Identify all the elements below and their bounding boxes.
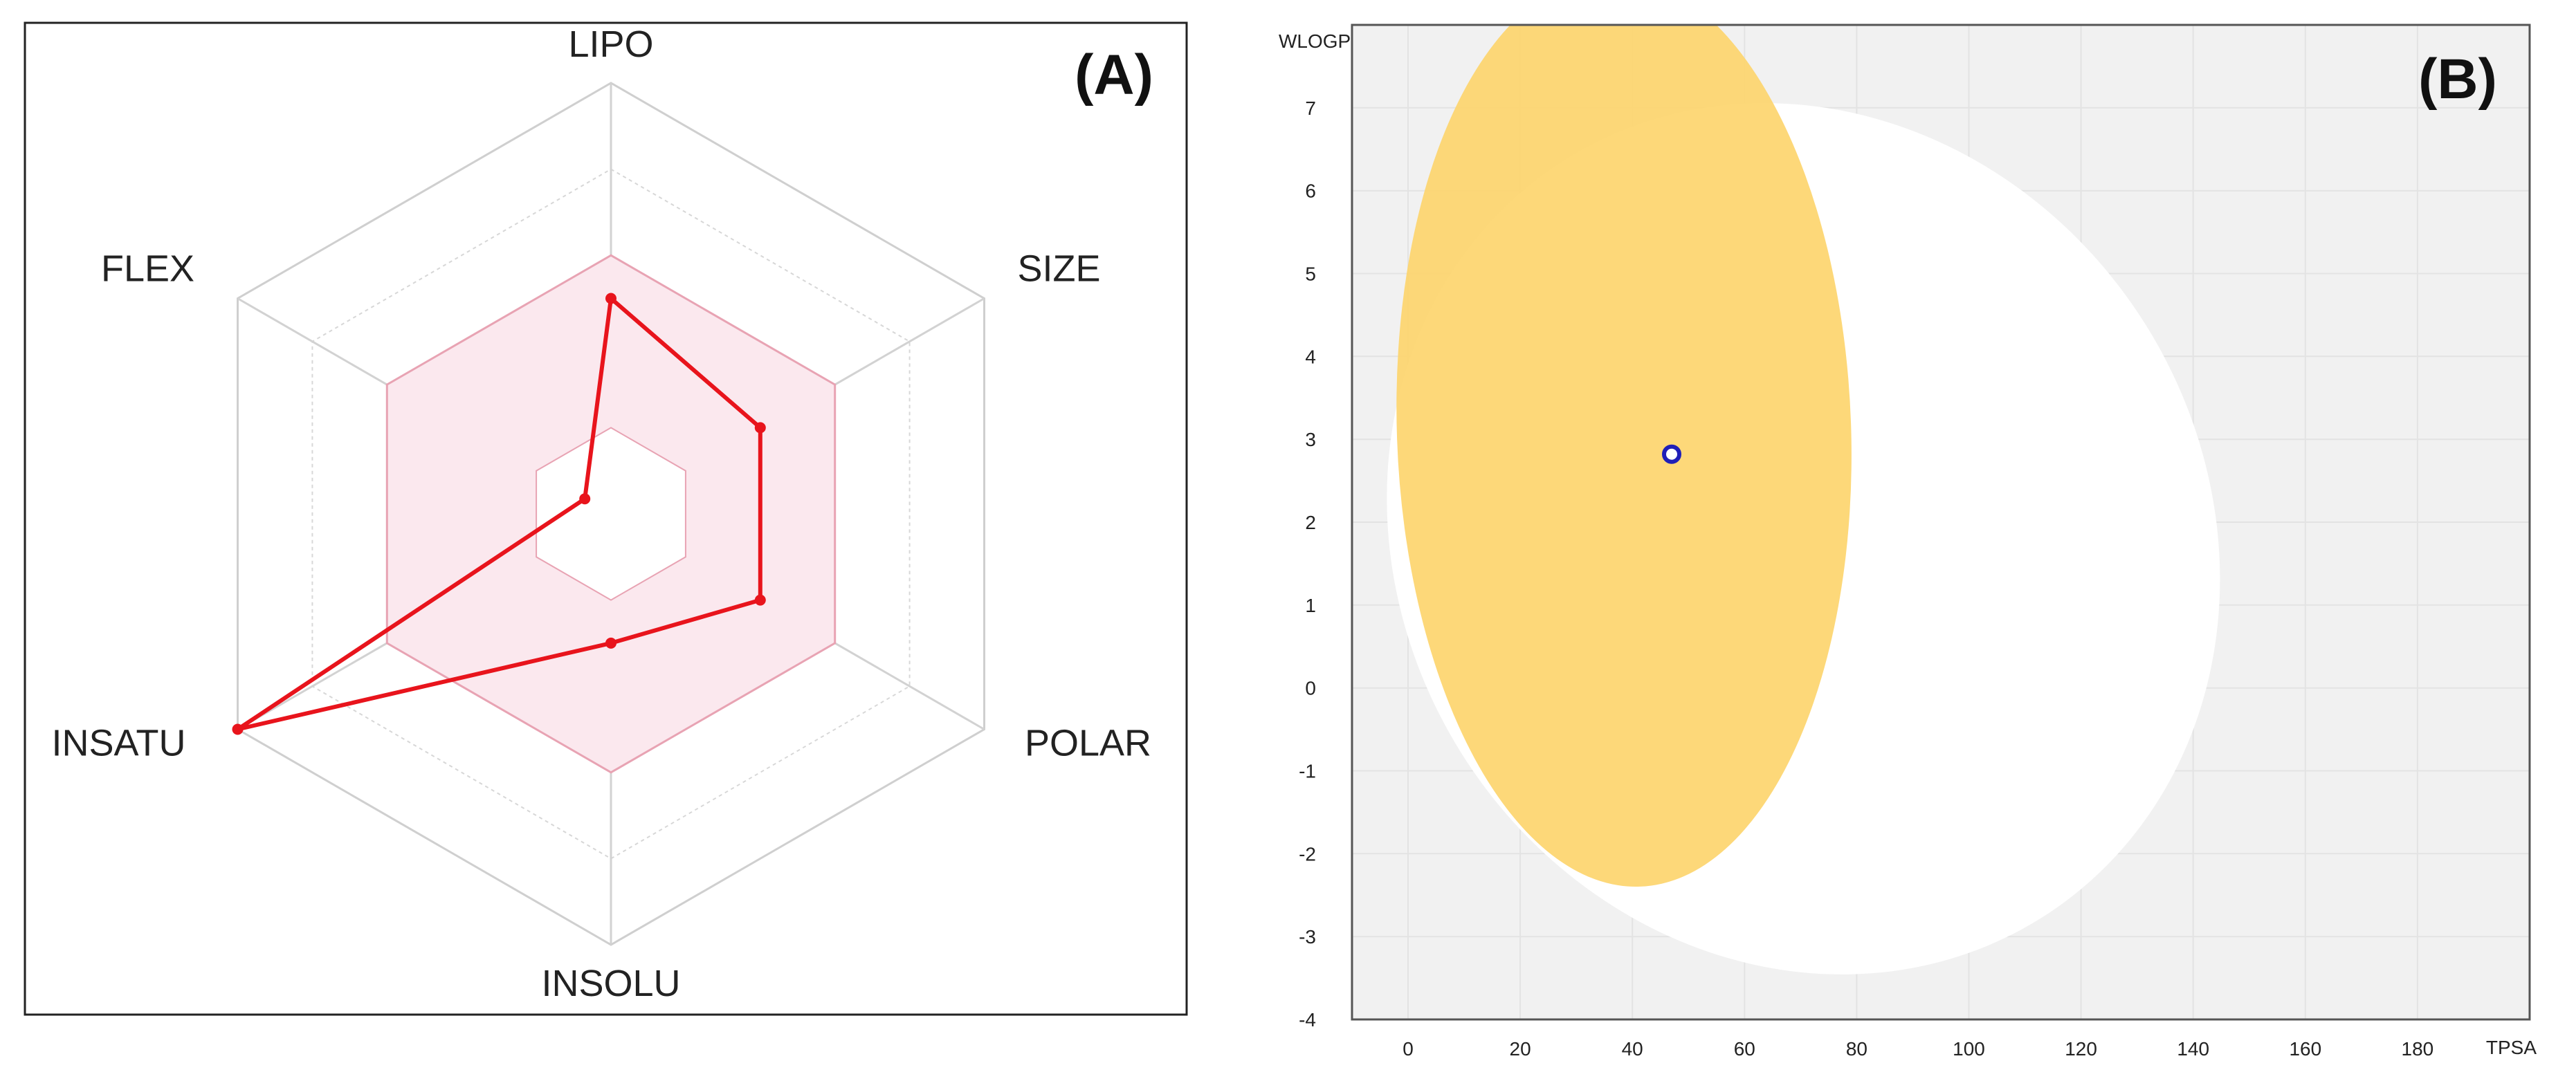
x-tick-label: 100 (1953, 1038, 1985, 1060)
x-tick-label: 80 (1846, 1038, 1867, 1060)
radar-point-insolu (605, 637, 616, 649)
molecule-point (1662, 444, 1681, 464)
x-axis-label: TPSA (2486, 1037, 2537, 1058)
axis-label-insolu: INSOLU (541, 963, 680, 1004)
y-tick-label: 3 (1305, 429, 1316, 450)
y-tick-label: 1 (1305, 595, 1316, 616)
axis-label-flex: FLEX (101, 248, 194, 290)
y-tick-label: 7 (1305, 98, 1316, 119)
scatter-points (1662, 444, 1681, 464)
y-tick-label: 4 (1305, 346, 1316, 367)
optimal-range-band (385, 254, 837, 774)
radar-point-insatu (232, 723, 244, 735)
y-tick-label: 6 (1305, 181, 1316, 202)
radar-point-lipo (605, 293, 616, 304)
y-tick-label: -4 (1299, 1009, 1316, 1031)
plot-frame (1351, 24, 2531, 1021)
radar-point-polar (754, 594, 766, 606)
y-tick-label: 2 (1305, 512, 1316, 533)
x-tick-label: 180 (2402, 1038, 2434, 1060)
x-tick-label: 0 (1403, 1038, 1414, 1060)
x-tick-label: 140 (2177, 1038, 2209, 1060)
optimal-range-fill (387, 255, 835, 773)
x-tick-label: 60 (1734, 1038, 1755, 1060)
radar-series (232, 293, 766, 735)
radar-panel: LIPO SIZE POLAR INSOLU INSATU FLEX (A) (24, 21, 1188, 1016)
radar-point-flex (579, 493, 591, 505)
radar-point-size (754, 422, 766, 434)
x-tick-label: 160 (2289, 1038, 2321, 1060)
scatter-panel: 0 20 40 60 80 100 120 140 160 180 -4 -3 -2 -1 0 1 2 3 4 5 6 7… (1279, 24, 2537, 1060)
y-tick-label: -3 (1299, 926, 1316, 948)
y-axis-label: WLOGP (1279, 30, 1351, 52)
yolk-ellipse (1396, 25, 1852, 887)
axis-label-lipo: LIPO (568, 24, 653, 65)
y-tick-label: -1 (1299, 761, 1316, 782)
axis-label-insatu: INSATU (51, 723, 185, 764)
scatter-regions (1387, 25, 2220, 974)
optimal-range-outer (385, 254, 837, 774)
y-tick-label: 5 (1305, 264, 1316, 285)
x-tick-label: 40 (1622, 1038, 1643, 1060)
panel-label-a: (A) (1075, 44, 1153, 107)
x-tick-label: 20 (1510, 1038, 1531, 1060)
panel-label-b: (B) (2418, 48, 2497, 111)
radar-axis-labels: LIPO SIZE POLAR INSOLU INSATU FLEX (51, 24, 1151, 1004)
axis-label-polar: POLAR (1025, 723, 1151, 764)
y-tick-label: 0 (1305, 678, 1316, 699)
x-tick-label: 120 (2065, 1038, 2097, 1060)
optimal-range-inner (536, 427, 686, 601)
y-tick-label: -2 (1299, 843, 1316, 865)
scatter-tick-labels: 0 20 40 60 80 100 120 140 160 180 -4 -3 -2 -1 0 1 2 3 4 5 6 7 (1299, 98, 2433, 1060)
axis-label-size: SIZE (1017, 248, 1100, 290)
